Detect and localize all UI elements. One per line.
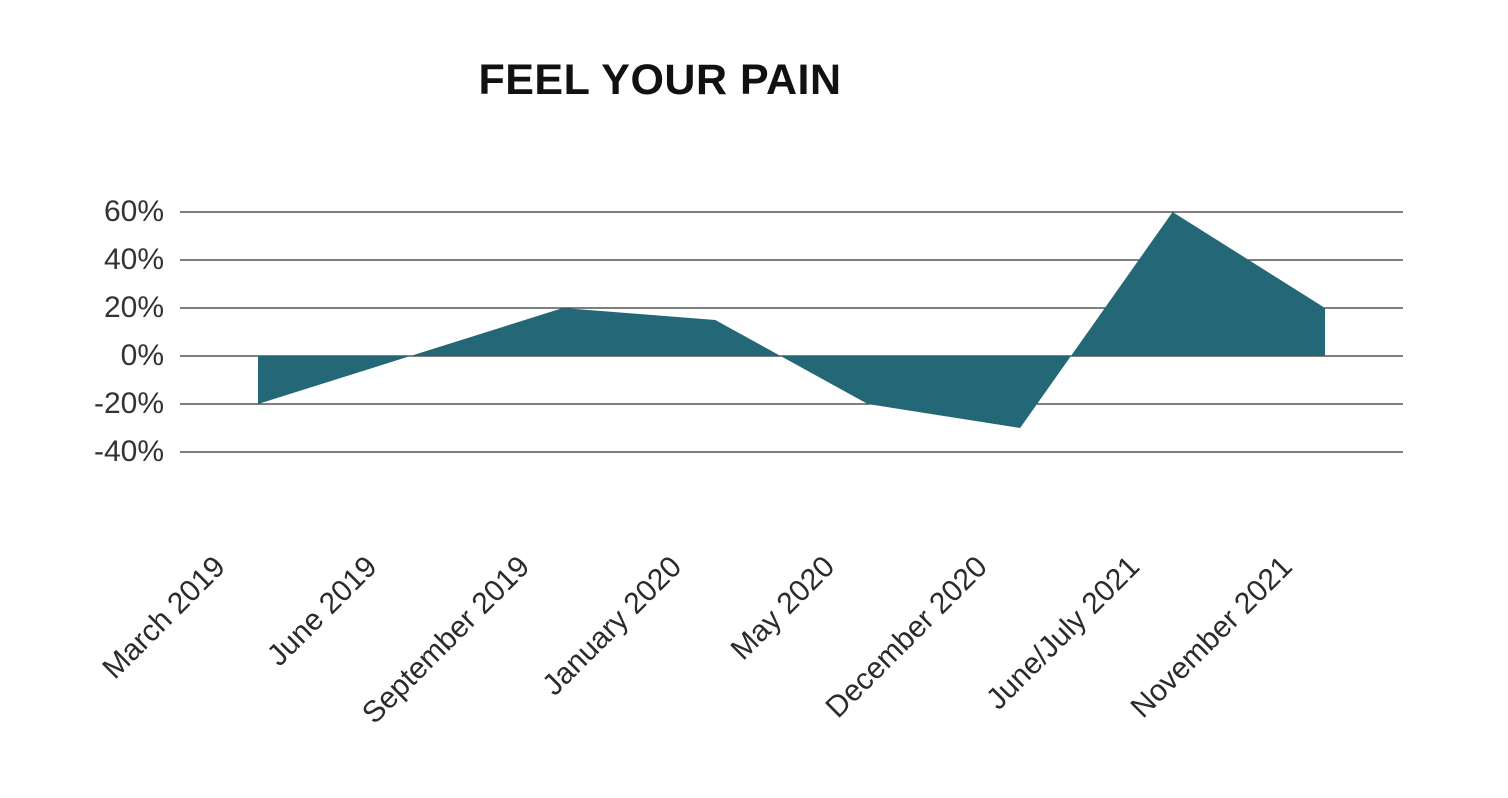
y-tick-label: 40% [103,243,164,276]
y-tick-label: -20% [93,387,164,420]
y-tick-label: -40% [93,435,164,468]
area-series [258,212,1325,428]
chart-title: FEEL YOUR PAIN [478,56,842,104]
y-tick-label: 60% [103,195,164,228]
y-tick-label: 0% [120,339,164,372]
y-tick-label: 20% [103,291,164,324]
